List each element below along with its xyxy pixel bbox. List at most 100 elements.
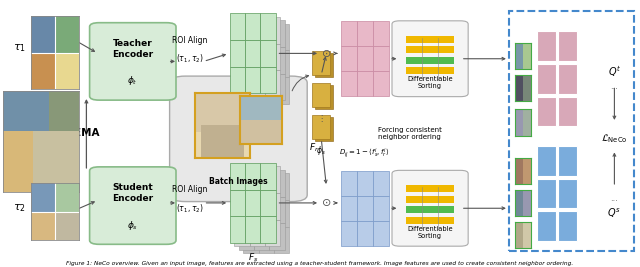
Bar xyxy=(265,70,280,97)
Bar xyxy=(524,75,531,101)
Text: Batch Images: Batch Images xyxy=(209,177,268,186)
Bar xyxy=(558,211,577,241)
Bar xyxy=(250,17,265,44)
Bar xyxy=(524,43,531,69)
Text: $\phi_s$: $\phi_s$ xyxy=(127,218,138,231)
Text: ROI Align: ROI Align xyxy=(172,185,207,194)
Bar xyxy=(230,216,245,243)
Bar xyxy=(260,190,276,216)
Bar xyxy=(31,183,55,211)
Bar xyxy=(239,223,254,250)
Bar xyxy=(254,223,269,250)
Bar xyxy=(372,171,389,196)
Bar xyxy=(558,64,577,93)
Bar xyxy=(239,47,254,74)
Bar xyxy=(234,44,250,70)
Bar xyxy=(250,220,265,246)
Bar xyxy=(524,109,531,136)
Bar xyxy=(274,77,289,104)
Bar xyxy=(243,227,259,253)
Bar xyxy=(239,197,254,223)
FancyBboxPatch shape xyxy=(170,76,307,202)
Bar xyxy=(269,170,285,197)
Bar xyxy=(357,196,372,221)
Bar xyxy=(243,24,259,50)
Bar xyxy=(243,77,259,104)
Bar xyxy=(245,67,260,93)
Bar xyxy=(537,179,556,208)
Bar xyxy=(357,171,372,196)
Bar xyxy=(230,40,245,67)
Bar xyxy=(357,71,372,96)
Bar xyxy=(357,21,372,46)
Bar xyxy=(558,179,577,208)
Text: $(\tau_1, \tau_2)$: $(\tau_1, \tau_2)$ xyxy=(175,202,204,214)
Bar xyxy=(340,171,357,196)
Bar xyxy=(372,21,389,46)
Text: $\odot$: $\odot$ xyxy=(321,197,332,209)
Bar xyxy=(201,125,244,158)
Bar xyxy=(406,57,454,64)
Text: ⋮: ⋮ xyxy=(317,114,326,123)
Bar xyxy=(315,53,333,77)
Bar xyxy=(239,170,254,197)
Bar xyxy=(406,196,454,203)
Bar xyxy=(3,131,33,192)
Bar xyxy=(260,40,276,67)
Bar xyxy=(340,196,357,221)
Bar xyxy=(524,222,531,248)
Bar xyxy=(372,196,389,221)
Bar xyxy=(250,70,265,97)
Bar xyxy=(195,93,250,132)
Bar xyxy=(245,13,260,40)
Bar xyxy=(230,163,245,190)
Text: Differentiable
Sorting: Differentiable Sorting xyxy=(407,76,453,89)
Bar xyxy=(33,131,79,192)
Text: ...: ... xyxy=(611,82,618,91)
Bar xyxy=(269,20,285,47)
Bar xyxy=(230,190,245,216)
Bar xyxy=(245,216,260,243)
Bar xyxy=(357,221,372,246)
Text: $\phi_s$: $\phi_s$ xyxy=(316,144,326,157)
Bar xyxy=(254,197,269,223)
Bar xyxy=(269,74,285,100)
Bar xyxy=(406,36,454,43)
Bar xyxy=(243,50,259,77)
Bar xyxy=(406,67,454,74)
Bar xyxy=(243,200,259,227)
Bar xyxy=(315,85,333,109)
Bar xyxy=(312,115,330,139)
Bar xyxy=(55,211,79,240)
Bar xyxy=(340,46,357,71)
Bar xyxy=(537,146,556,176)
Text: $D_{ij}=1-\langle f^i_s,f^i_r\rangle$: $D_{ij}=1-\langle f^i_s,f^i_r\rangle$ xyxy=(339,147,390,160)
Bar xyxy=(265,193,280,220)
Bar xyxy=(558,31,577,61)
Bar xyxy=(250,44,265,70)
Text: $\mathcal{L}_{\mathrm{NeCo}}$: $\mathcal{L}_{\mathrm{NeCo}}$ xyxy=(601,132,628,145)
Bar xyxy=(269,197,285,223)
Bar xyxy=(372,46,389,71)
Bar xyxy=(234,17,250,44)
Bar xyxy=(259,227,274,253)
Bar xyxy=(558,146,577,176)
Bar xyxy=(55,183,79,211)
Bar xyxy=(55,16,79,53)
Bar xyxy=(259,173,274,200)
Text: $\tau_2$: $\tau_2$ xyxy=(13,202,26,214)
Bar xyxy=(245,163,260,190)
FancyBboxPatch shape xyxy=(392,21,468,97)
Bar xyxy=(3,91,49,131)
Text: $\odot$: $\odot$ xyxy=(321,48,332,59)
Bar xyxy=(274,24,289,50)
Bar xyxy=(55,53,79,89)
Bar xyxy=(254,47,269,74)
Bar xyxy=(406,206,454,213)
Bar xyxy=(274,50,289,77)
Bar xyxy=(243,173,259,200)
Bar xyxy=(239,74,254,100)
Bar xyxy=(260,216,276,243)
Bar xyxy=(254,20,269,47)
Bar xyxy=(269,223,285,250)
